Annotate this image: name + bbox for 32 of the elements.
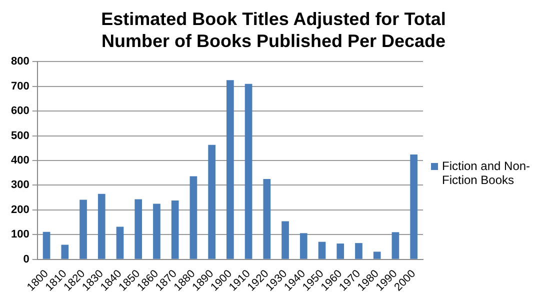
y-tick-label: 700 [10,80,30,92]
bar [392,232,400,259]
y-tick-label: 300 [10,179,30,192]
bar [336,244,344,259]
bar [116,226,124,259]
y-tick-label: 100 [10,228,30,241]
legend-label: Fiction and Non-Fiction Books [442,158,532,186]
bar [318,242,326,259]
y-tick-label: 600 [10,105,30,118]
y-tick-label: 500 [10,130,30,142]
bar [134,199,142,259]
y-tick-label: 0 [23,253,30,266]
chart-title: Estimated Book Titles Adjusted for Total Number of Books Published Per Decade [100,8,447,52]
y-tick-label: 800 [10,56,30,68]
bar [373,252,381,259]
bar [226,80,234,259]
bar [410,154,418,259]
bar [208,144,216,259]
bar [263,179,271,259]
y-tick-label: 400 [10,154,30,167]
bar [190,176,198,259]
y-tick-label: 200 [10,204,30,216]
bar [355,243,362,259]
bar [171,200,179,259]
bar [244,84,252,259]
bar [300,233,308,259]
bar [98,194,106,259]
bar [282,221,289,259]
bar [80,200,87,259]
bar [61,244,69,259]
bar [153,204,160,259]
bar [42,232,50,259]
